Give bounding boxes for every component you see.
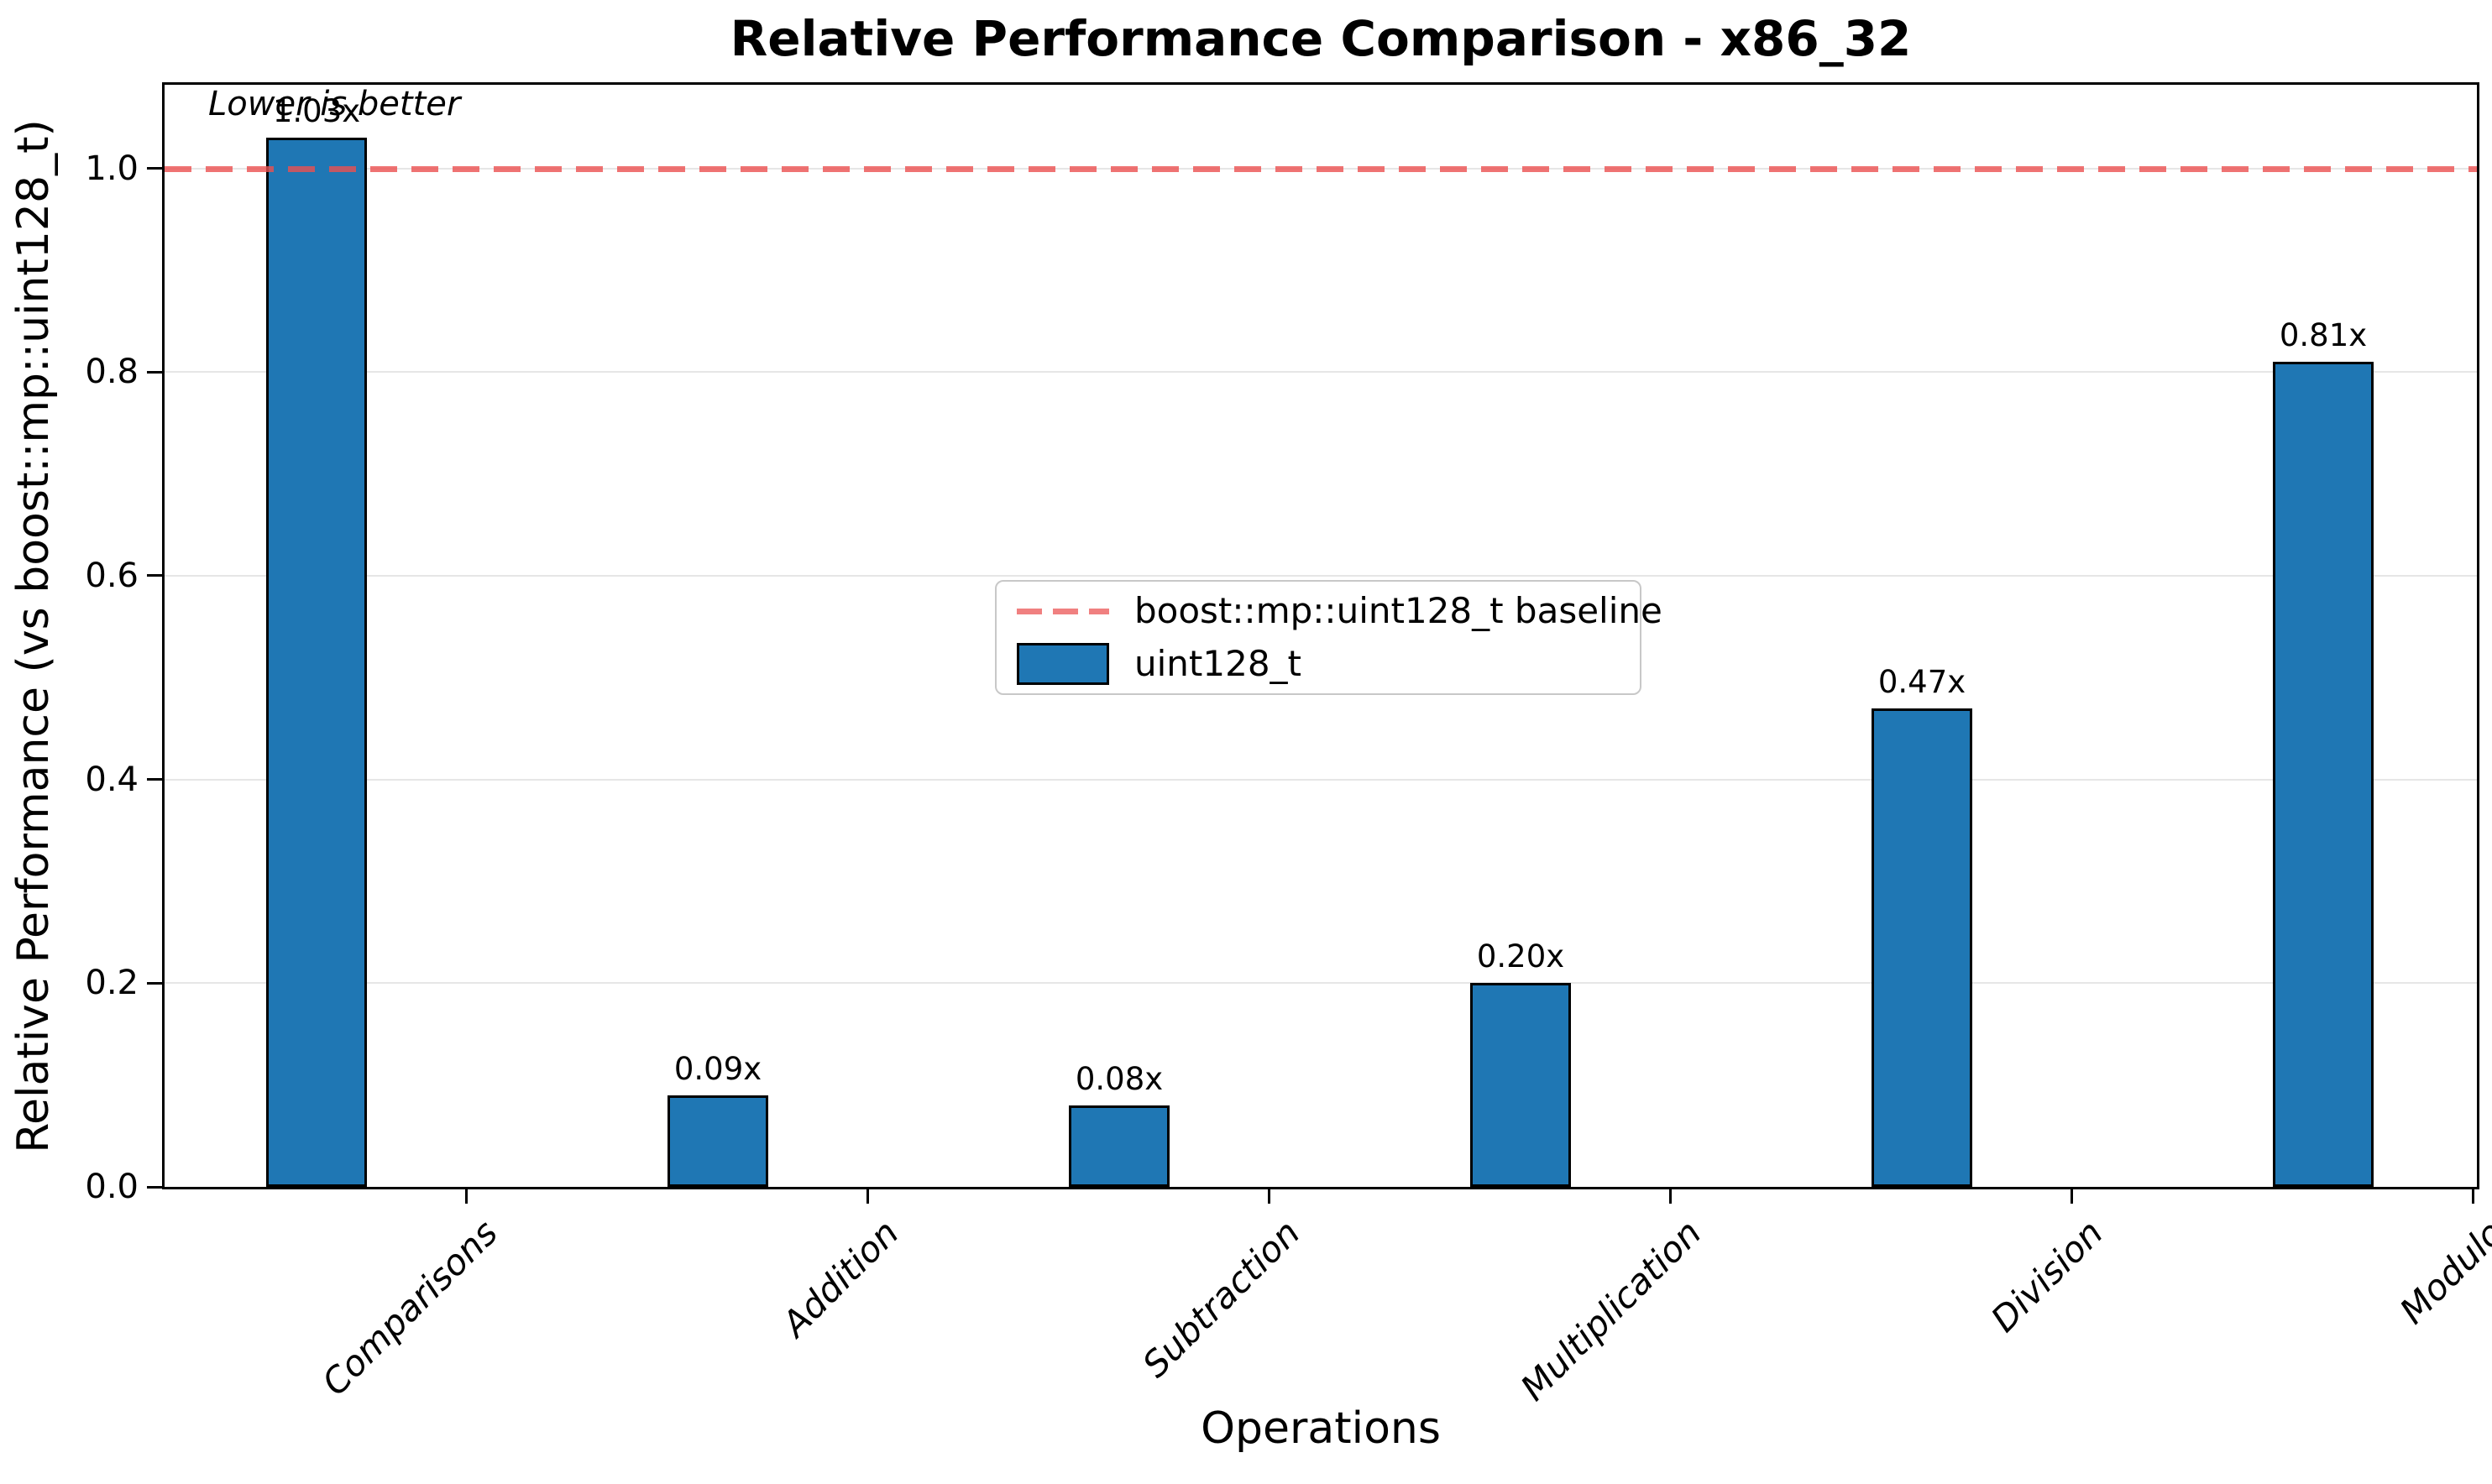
x-tick-mark: [2471, 1187, 2474, 1204]
x-axis-label: Operations: [1201, 1403, 1441, 1454]
bar-multiplication: [1470, 983, 1571, 1187]
y-tick-label: 0.2: [85, 964, 139, 1003]
bar-value-label: 0.20x: [1476, 938, 1565, 975]
y-tick-label: 0.6: [85, 556, 139, 595]
x-tick-label-multiplication: Multiplication: [1512, 1212, 1709, 1409]
y-tick-label: 1.0: [85, 149, 139, 188]
chart-title: Relative Performance Comparison - x86_32: [730, 10, 1912, 67]
x-tick-label-division: Division: [1982, 1212, 2111, 1340]
y-tick-label: 0.8: [85, 353, 139, 392]
x-tick-label-modulo: Modulo: [2392, 1212, 2492, 1332]
legend-dashed-line-sample: [1017, 608, 1109, 614]
x-tick-mark: [866, 1187, 869, 1204]
legend-series-label: uint128_t: [1134, 643, 1302, 684]
y-tick-mark: [147, 778, 162, 781]
legend-entry-baseline: boost::mp::uint128_t baseline: [1017, 588, 1662, 635]
bar-division: [1872, 708, 1972, 1187]
y-tick-mark: [147, 1185, 162, 1189]
legend-entry-series: uint128_t: [1017, 640, 1620, 687]
bar-value-label: 1.03x: [272, 93, 361, 130]
gridline: [165, 371, 2477, 374]
baseline-line: [165, 165, 2477, 172]
y-tick-mark: [147, 370, 162, 374]
x-tick-mark: [464, 1187, 468, 1204]
bar-value-label: 0.08x: [1075, 1060, 1164, 1097]
x-tick-mark: [1668, 1187, 1672, 1204]
legend-bar-swatch: [1017, 643, 1109, 685]
legend: boost::mp::uint128_t baseline uint128_t: [995, 580, 1662, 695]
legend-baseline-label: boost::mp::uint128_t baseline: [1134, 590, 1662, 631]
x-tick-mark: [1267, 1187, 1270, 1204]
bar-modulo: [2273, 362, 2374, 1187]
lower-is-better-annotation: Lower is better: [208, 85, 461, 123]
plot-area: 1.03x 0.09x 0.08x 0.20x 0.47x 0.81x Lower is …: [162, 82, 2479, 1189]
y-tick-label: 0.0: [85, 1168, 139, 1206]
bar-value-label: 0.47x: [1877, 663, 1966, 700]
y-tick-label: 0.4: [85, 760, 139, 799]
x-tick-label-addition: Addition: [773, 1212, 907, 1345]
x-tick-label-subtraction: Subtraction: [1134, 1212, 1308, 1386]
y-tick-mark: [147, 574, 162, 577]
gridline: [165, 982, 2477, 985]
bar-value-label: 0.81x: [2279, 317, 2368, 354]
y-tick-mark: [147, 981, 162, 985]
x-tick-mark: [2070, 1187, 2073, 1204]
gridline: [165, 574, 2477, 577]
gridline: [165, 778, 2477, 781]
y-tick-mark: [147, 167, 162, 170]
bar-value-label: 0.09x: [673, 1050, 762, 1087]
bar-subtraction: [1069, 1105, 1170, 1187]
x-tick-label-comparisons: Comparisons: [313, 1212, 505, 1403]
bar-comparisons: [266, 138, 367, 1187]
bar-addition: [668, 1095, 768, 1187]
